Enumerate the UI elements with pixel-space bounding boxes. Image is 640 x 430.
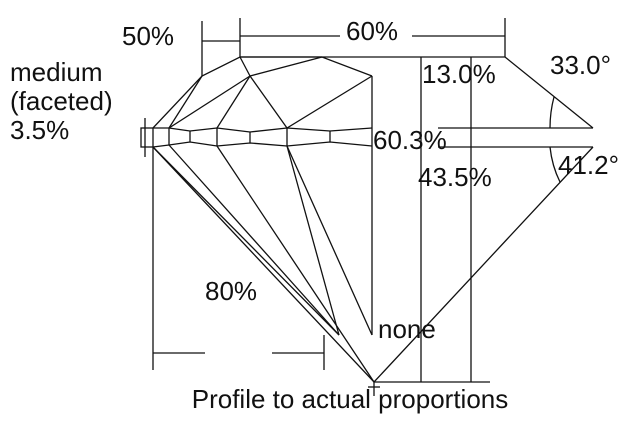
crown-angle-label: 33.0°	[550, 50, 611, 80]
girdle-label-faceted: (faceted)	[10, 86, 113, 116]
width-percent-label: 60%	[346, 16, 398, 46]
pavilion-facets	[152, 144, 375, 383]
crown-height-label: 13.0%	[422, 59, 496, 89]
pavilion-depth-label: 43.5%	[418, 162, 492, 192]
crown-facets	[168, 56, 373, 129]
girdle-label-medium: medium	[10, 57, 102, 87]
caption: Profile to actual proportions	[192, 384, 509, 414]
culet-label: none	[378, 314, 436, 344]
girdle-thickness-label: 3.5%	[10, 115, 69, 145]
girdle-band	[140, 118, 373, 157]
diamond-outline	[152, 56, 594, 383]
total-depth-label: 60.3%	[373, 125, 447, 155]
lower-half-label: 80%	[205, 276, 257, 306]
pavilion-angle-label: 41.2°	[558, 150, 619, 180]
dimension-lines	[152, 18, 593, 396]
table-percent-label: 50%	[122, 21, 174, 51]
